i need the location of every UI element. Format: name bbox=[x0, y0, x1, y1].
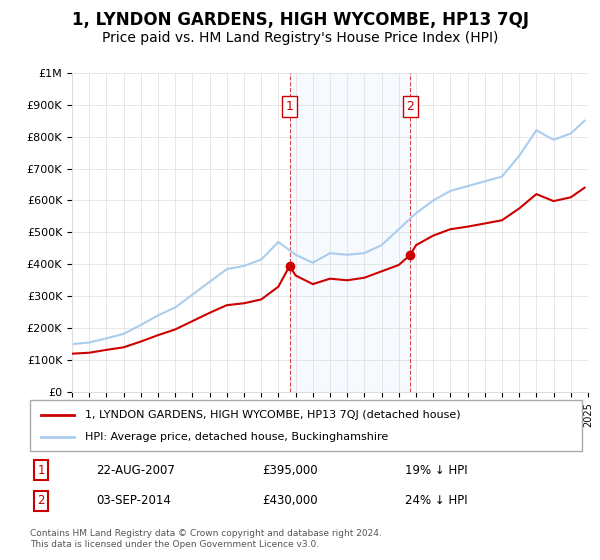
Text: HPI: Average price, detached house, Buckinghamshire: HPI: Average price, detached house, Buck… bbox=[85, 432, 388, 442]
Text: 2: 2 bbox=[406, 100, 414, 113]
Text: 1: 1 bbox=[286, 100, 293, 113]
Text: 19% ↓ HPI: 19% ↓ HPI bbox=[406, 464, 468, 477]
Text: 22-AUG-2007: 22-AUG-2007 bbox=[96, 464, 175, 477]
Text: £395,000: £395,000 bbox=[262, 464, 317, 477]
Text: 03-SEP-2014: 03-SEP-2014 bbox=[96, 494, 171, 507]
Text: Price paid vs. HM Land Registry's House Price Index (HPI): Price paid vs. HM Land Registry's House … bbox=[102, 31, 498, 45]
Text: 1, LYNDON GARDENS, HIGH WYCOMBE, HP13 7QJ (detached house): 1, LYNDON GARDENS, HIGH WYCOMBE, HP13 7Q… bbox=[85, 409, 461, 419]
Bar bbox=[290, 73, 410, 392]
Text: 1: 1 bbox=[37, 464, 45, 477]
Text: 2: 2 bbox=[37, 494, 45, 507]
FancyBboxPatch shape bbox=[30, 400, 582, 451]
Text: Contains HM Land Registry data © Crown copyright and database right 2024.
This d: Contains HM Land Registry data © Crown c… bbox=[30, 529, 382, 549]
Text: 24% ↓ HPI: 24% ↓ HPI bbox=[406, 494, 468, 507]
Text: 1, LYNDON GARDENS, HIGH WYCOMBE, HP13 7QJ: 1, LYNDON GARDENS, HIGH WYCOMBE, HP13 7Q… bbox=[71, 11, 529, 29]
Text: £430,000: £430,000 bbox=[262, 494, 317, 507]
